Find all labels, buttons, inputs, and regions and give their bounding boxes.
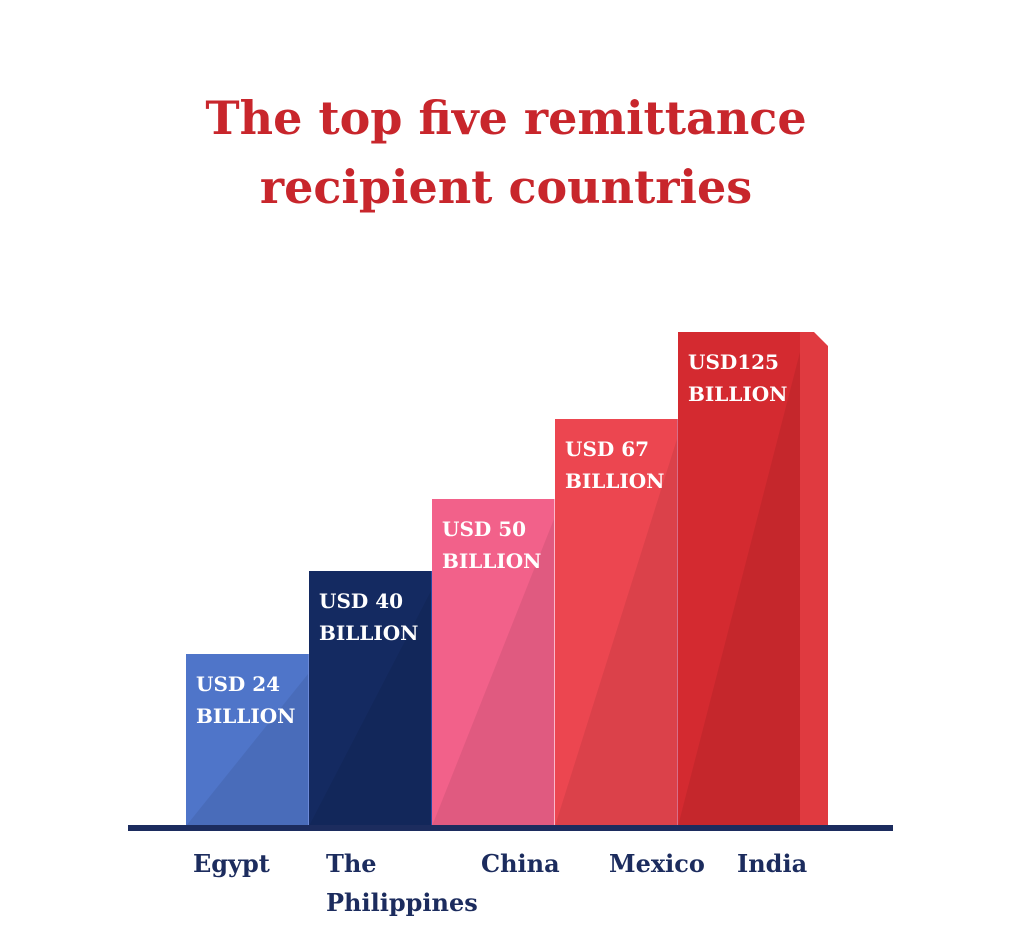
bar-value-label: USD 67 bbox=[565, 437, 649, 461]
bar: USD125 BILLION bbox=[678, 332, 828, 826]
bar-shadow bbox=[186, 674, 308, 826]
bar-front bbox=[309, 571, 431, 826]
bar-side bbox=[796, 332, 828, 826]
bar-value-label: BILLION bbox=[319, 621, 418, 645]
bar-shadow bbox=[309, 591, 431, 826]
bar-front bbox=[432, 499, 554, 826]
bar-value-label: BILLION bbox=[442, 549, 541, 573]
bar-value-label: BILLION bbox=[688, 382, 787, 406]
bar-shadow bbox=[555, 439, 677, 826]
bar-front bbox=[186, 654, 308, 826]
category-label: The bbox=[326, 849, 377, 878]
bar-shadow bbox=[432, 519, 554, 826]
category-label: China bbox=[481, 849, 560, 878]
bar-value-label: USD125 bbox=[688, 350, 779, 374]
category-label: India bbox=[737, 849, 807, 878]
baseline-axis bbox=[128, 825, 893, 831]
category-label: Egypt bbox=[193, 849, 270, 878]
bar-value-label: USD 50 bbox=[442, 517, 526, 541]
bar-value-label: BILLION bbox=[565, 469, 664, 493]
bar-front bbox=[555, 419, 677, 826]
bar-value-label: USD 40 bbox=[319, 589, 403, 613]
bar-front bbox=[678, 332, 800, 826]
bar: USD 24 BILLION bbox=[186, 654, 336, 826]
chart-title: The top five remittance recipient countri… bbox=[205, 91, 806, 214]
bar-shadow bbox=[678, 352, 800, 826]
chart-title-line: recipient countries bbox=[260, 160, 752, 214]
category-label: Philippines bbox=[326, 888, 478, 917]
category-label: Mexico bbox=[609, 849, 705, 878]
bar-value-label: BILLION bbox=[196, 704, 295, 728]
chart-title-line: The top five remittance bbox=[205, 91, 806, 145]
bar-value-label: USD 24 bbox=[196, 672, 280, 696]
